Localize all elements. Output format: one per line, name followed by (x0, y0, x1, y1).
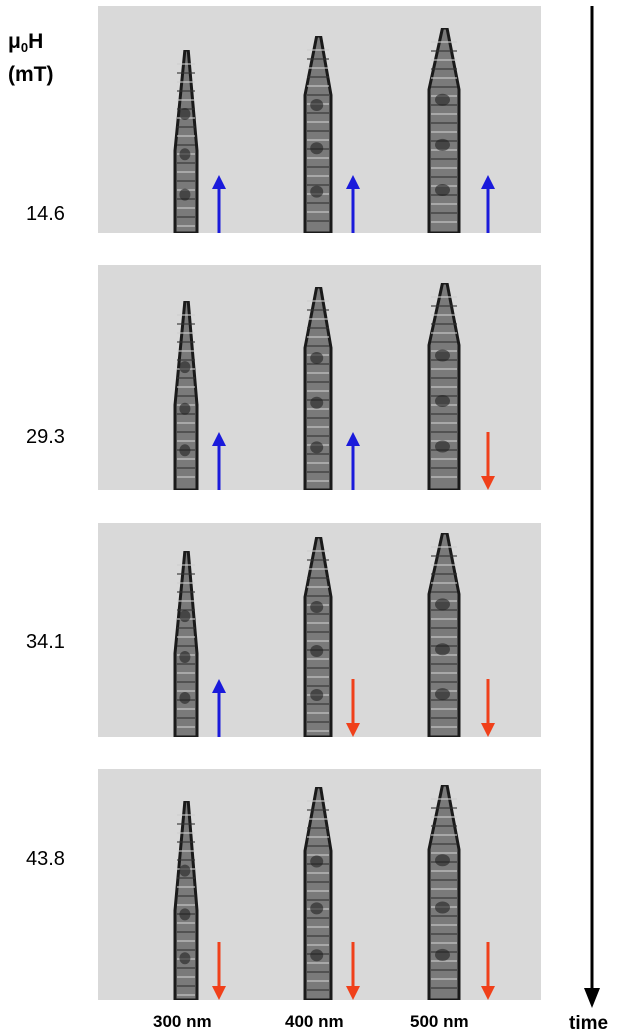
nanowire-image (303, 537, 333, 737)
nanowire-image (173, 801, 199, 1000)
nanowire-image (427, 533, 461, 737)
field-label-4: 43.8 (26, 848, 65, 870)
nanowire-image (427, 785, 461, 1000)
nanowire-image (173, 301, 199, 490)
magnetization-down-arrow-icon (481, 432, 495, 490)
field-symbol-suffix: H (28, 30, 44, 53)
magnetization-down-arrow-icon (481, 679, 495, 737)
field-label-2: 29.3 (26, 426, 65, 448)
nanowire-image (427, 283, 461, 490)
nanowire-image (173, 50, 199, 233)
field-axis-title: μ0H (mT) (8, 28, 54, 88)
nanowire-image (303, 36, 333, 233)
magnetization-up-arrow-icon (212, 175, 226, 233)
magnetization-up-arrow-icon (212, 679, 226, 737)
wire-width-label-400: 400 nm (285, 1012, 344, 1031)
wire-width-label-300: 300 nm (153, 1012, 212, 1031)
magnetization-down-arrow-icon (346, 942, 360, 1000)
nanowire-image (427, 28, 461, 233)
magnetization-up-arrow-icon (212, 432, 226, 490)
wire-width-label-500: 500 nm (410, 1012, 469, 1031)
field-unit: (mT) (8, 63, 54, 86)
field-label-1: 14.6 (26, 203, 65, 225)
nanowire-image (303, 287, 333, 490)
magnetization-down-arrow-icon (481, 942, 495, 1000)
magnetization-down-arrow-icon (212, 942, 226, 1000)
magnetization-up-arrow-icon (346, 432, 360, 490)
nanowire-image (303, 787, 333, 1000)
nanowire-image (173, 551, 199, 737)
magnetization-down-arrow-icon (346, 679, 360, 737)
time-axis-arrow (584, 6, 600, 1008)
time-axis-label: time (569, 1013, 609, 1034)
field-subscript: 0 (20, 40, 29, 55)
field-label-3: 34.1 (26, 631, 65, 653)
magnetization-up-arrow-icon (346, 175, 360, 233)
field-symbol: μ (8, 30, 21, 53)
magnetization-up-arrow-icon (481, 175, 495, 233)
